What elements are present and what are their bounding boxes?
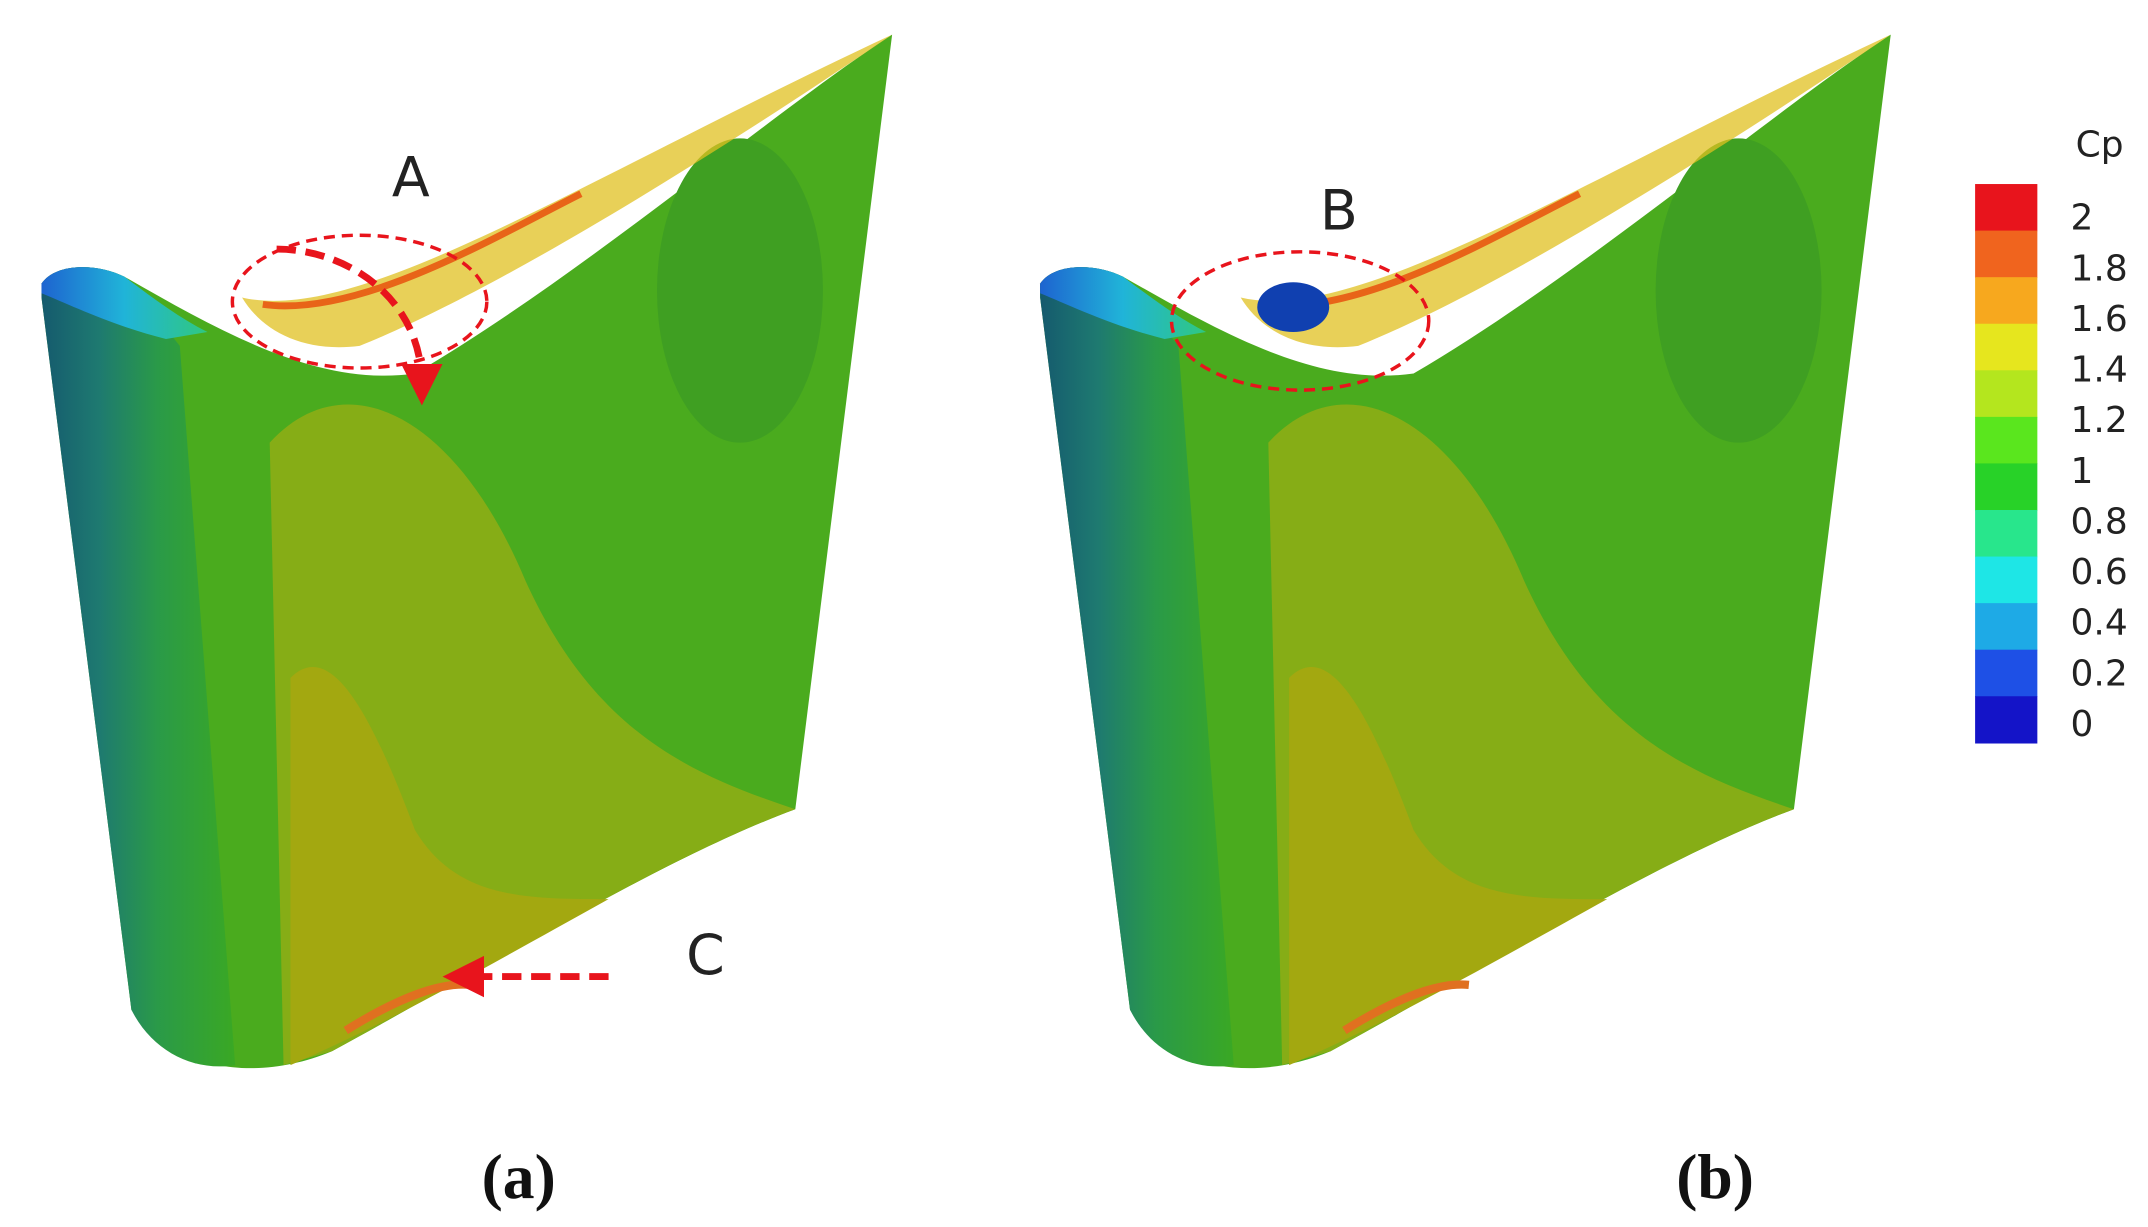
highlight-b xyxy=(1169,250,1431,392)
colorbar-band xyxy=(1975,184,2038,232)
colorbar-tick-label: 0.2 xyxy=(2071,653,2128,694)
colorbar-tick-label: 1 xyxy=(2071,451,2094,492)
colorbar-band xyxy=(1975,370,2038,418)
colorbar-band xyxy=(1975,556,2038,604)
label-c: C xyxy=(686,924,725,988)
colorbar-title: Cp xyxy=(2076,124,2124,165)
caption: (a) xyxy=(482,1141,556,1212)
blade-a xyxy=(41,35,892,1069)
label-a: A xyxy=(392,146,430,210)
colorbar-tick-label: 1.4 xyxy=(2071,350,2128,391)
colorbar-band xyxy=(1975,230,2038,278)
colorbar-tick-label: 0.4 xyxy=(2071,603,2128,644)
colorbar-tick-label: 1.8 xyxy=(2071,248,2128,289)
colorbar-band xyxy=(1975,603,2038,651)
blade-b xyxy=(1040,35,1891,1069)
colorbar-tick-label: 0.6 xyxy=(2071,552,2128,593)
colorbar-tick-label: 1.2 xyxy=(2071,400,2128,441)
colorbar-band xyxy=(1975,509,2038,558)
colorbar-band xyxy=(1975,696,2038,744)
colorbar-band xyxy=(1975,463,2038,511)
colorbar-band xyxy=(1975,277,2038,325)
colorbar-band xyxy=(1975,416,2038,465)
caption: (b) xyxy=(1676,1141,1754,1212)
label-b: B xyxy=(1320,180,1358,244)
colorbar-tick-label: 2 xyxy=(2071,198,2094,239)
colorbar: Cp 2 1.8 1.6 1.4 1.2 1 0.8 0.6 0.4 0.2 0 xyxy=(1975,124,2128,745)
colorbar-tick-label: 0 xyxy=(2071,704,2094,745)
colorbar-band xyxy=(1975,649,2038,697)
colorbar-tick-label: 1.6 xyxy=(2071,299,2128,340)
colorbar-band xyxy=(1975,323,2038,371)
vortex-spot xyxy=(1257,282,1330,333)
highlight-a xyxy=(230,233,489,370)
colorbar-tick-label: 0.8 xyxy=(2071,501,2128,542)
flow-arrow xyxy=(276,245,443,406)
